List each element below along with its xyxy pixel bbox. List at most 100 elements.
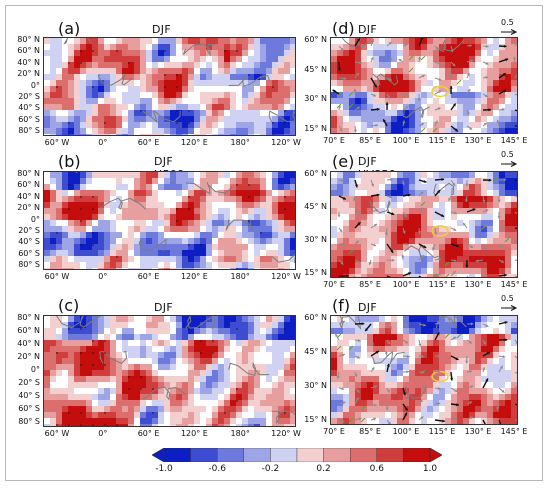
heatmap-cell	[421, 238, 428, 245]
heatmap-cell	[278, 388, 285, 395]
heatmap-cell	[463, 388, 470, 395]
heatmap-cell	[128, 250, 135, 257]
heatmap-cell	[331, 38, 338, 45]
heatmap-cell	[505, 418, 512, 424]
heatmap-cell	[349, 418, 356, 424]
heatmap-cell	[122, 104, 129, 111]
heatmap-cell	[451, 346, 458, 353]
heatmap-cell	[68, 394, 75, 401]
heatmap-cell	[44, 364, 51, 371]
heatmap-cell	[68, 244, 75, 251]
heatmap-cell	[427, 62, 434, 69]
tick-label: 40° S	[18, 391, 40, 400]
significance-dot	[80, 196, 82, 198]
significance-dot	[152, 388, 154, 390]
significance-dot	[248, 74, 250, 76]
heatmap-cell	[140, 172, 147, 179]
heatmap-cell	[445, 328, 452, 335]
heatmap-cell	[116, 86, 123, 93]
heatmap-cell	[152, 110, 159, 117]
heatmap-cell	[152, 196, 159, 203]
heatmap-cell	[194, 322, 201, 329]
heatmap-cell	[176, 376, 183, 383]
wind-vector-head	[487, 276, 489, 277]
heatmap-cell	[128, 184, 135, 191]
heatmap-cell	[158, 196, 165, 203]
colorbar-min-triangle	[151, 447, 165, 463]
wind-vector-head	[373, 243, 377, 247]
heatmap-cell	[439, 346, 446, 353]
heatmap-cell	[379, 412, 386, 419]
heatmap-cell	[469, 400, 476, 407]
heatmap-cell	[439, 172, 446, 179]
heatmap-cell	[218, 56, 225, 63]
heatmap-cell	[110, 226, 117, 233]
heatmap-cell	[415, 220, 422, 227]
heatmap-cell	[74, 370, 81, 377]
heatmap-cell	[469, 238, 476, 245]
heatmap-cell	[349, 394, 356, 401]
heatmap-cell	[427, 44, 434, 51]
heatmap-cell	[290, 358, 295, 365]
heatmap-cell	[349, 232, 356, 239]
heatmap-cell	[56, 244, 63, 251]
heatmap-cell	[511, 80, 517, 87]
tick-label: 120° E	[180, 272, 208, 281]
heatmap-cell	[284, 244, 291, 251]
significance-dot	[68, 134, 70, 135]
heatmap-cell	[176, 340, 183, 347]
wind-vector-head	[404, 323, 408, 327]
heatmap-cell	[361, 44, 368, 51]
heatmap-cell	[248, 184, 255, 191]
tick-label: 20° N	[17, 69, 40, 79]
heatmap-cell	[50, 358, 57, 365]
heatmap-cell	[475, 364, 482, 371]
heatmap-cell	[415, 256, 422, 263]
heatmap-cell	[499, 232, 506, 239]
heatmap-cell	[457, 412, 464, 419]
heatmap-cell	[134, 376, 141, 383]
heatmap-cell	[469, 256, 476, 263]
heatmap-cell	[206, 370, 213, 377]
heatmap-cell	[80, 316, 87, 323]
heatmap-cell	[439, 98, 446, 105]
wind-vector-head	[448, 197, 452, 201]
tick-label: 60° W	[44, 429, 70, 438]
heatmap-cell	[272, 328, 279, 335]
tick-label: 180°	[230, 138, 250, 147]
wind-vector	[418, 38, 423, 47]
heatmap-cell	[272, 62, 279, 69]
heatmap-cell	[146, 128, 153, 135]
significance-dot	[224, 412, 226, 414]
heatmap-cell	[158, 86, 165, 93]
heatmap-cell	[505, 340, 512, 347]
heatmap-cell	[98, 394, 105, 401]
significance-dot	[116, 424, 118, 426]
wind-vector-head	[438, 90, 442, 94]
significance-dot	[188, 110, 190, 112]
wind-vector	[514, 385, 517, 389]
heatmap-cell	[427, 104, 434, 111]
heatmap-cell	[230, 128, 237, 135]
wind-vector	[514, 93, 517, 96]
heatmap-cell	[337, 268, 344, 275]
heatmap-cell	[278, 358, 285, 365]
heatmap-cell	[200, 134, 207, 135]
heatmap-cell	[110, 122, 117, 129]
wind-vector-head	[389, 195, 392, 199]
heatmap-cell	[80, 406, 87, 413]
heatmap-cell	[272, 418, 279, 425]
heatmap-cell	[505, 44, 512, 51]
heatmap-cell	[511, 92, 517, 99]
wind-vector-head	[370, 57, 374, 60]
heatmap-cell	[146, 226, 153, 233]
heatmap-cell	[379, 62, 386, 69]
heatmap-cell	[236, 370, 243, 377]
heatmap-cell	[343, 184, 350, 191]
heatmap-cell	[56, 352, 63, 359]
heatmap-cell	[439, 268, 446, 275]
heatmap-cell	[170, 128, 177, 135]
tick-label: 0°	[30, 365, 40, 374]
heatmap-cell	[122, 400, 129, 407]
wind-vector-head	[401, 182, 405, 186]
